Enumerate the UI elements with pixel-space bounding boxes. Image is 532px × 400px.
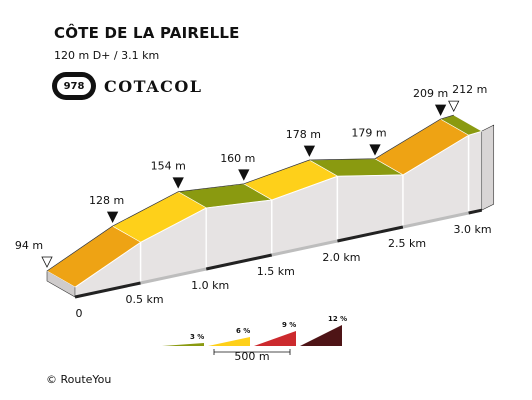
open-marker-icon [448, 100, 460, 113]
elevation-label: 179 m [351, 127, 386, 140]
x-tick-label: 2.5 km [388, 237, 426, 250]
cotacol-logo: 978 COTACOL [52, 71, 203, 101]
profile-side-segment [336, 174, 404, 242]
elevation-label: 160 m [220, 152, 255, 165]
marker-icon [369, 144, 381, 156]
marker-icon [106, 211, 119, 223]
distance-band [468, 208, 483, 215]
cotacol-badge: 978 [52, 72, 96, 100]
legend-swatch [162, 343, 204, 346]
x-tick-label: 2.0 km [322, 251, 360, 264]
profile-side-segment [467, 130, 483, 214]
legend-label: 12 % [328, 315, 347, 323]
legend-label: 3 % [190, 333, 204, 341]
distance-band [205, 253, 273, 271]
elevation-label: 212 m [452, 83, 487, 96]
x-tick-label: 1.0 km [191, 279, 229, 292]
x-tick-label: 1.5 km [257, 265, 295, 278]
x-tick-label: 0 [76, 307, 83, 320]
x-tick-label: 0.5 km [126, 293, 164, 306]
legend-swatch [208, 337, 250, 346]
cotacol-number: 978 [57, 77, 91, 95]
distance-band [140, 267, 207, 285]
distance-band [402, 211, 469, 229]
elevation-label: 178 m [286, 128, 321, 141]
distance-band [74, 281, 141, 299]
distance-band [271, 239, 338, 257]
legend-swatch [254, 331, 296, 346]
marker-icon [434, 104, 447, 116]
chart-subtitle: 120 m D+ / 3.1 km [54, 49, 160, 62]
profile-end-cap [481, 124, 495, 211]
legend-label: 6 % [236, 327, 250, 335]
legend-label: 9 % [282, 321, 296, 329]
distance-band [337, 225, 404, 243]
elevation-label: 154 m [151, 160, 186, 173]
scale-label: 500 m [234, 350, 269, 363]
marker-icon [238, 169, 250, 181]
marker-icon [303, 145, 316, 157]
elevation-label: 128 m [89, 194, 124, 207]
elevation-label: 94 m [15, 239, 43, 252]
marker-icon [172, 177, 184, 189]
profile-top-edge [46, 114, 454, 272]
elevation-label: 209 m [413, 87, 448, 100]
routeyou-credit: © RouteYou [46, 373, 112, 386]
open-marker-icon [41, 256, 53, 268]
legend-swatch [300, 325, 342, 346]
chart-title: CÔTE DE LA PAIRELLE [54, 24, 240, 42]
x-tick-label: 3.0 km [454, 223, 492, 236]
cotacol-label: COTACOL [104, 76, 203, 96]
